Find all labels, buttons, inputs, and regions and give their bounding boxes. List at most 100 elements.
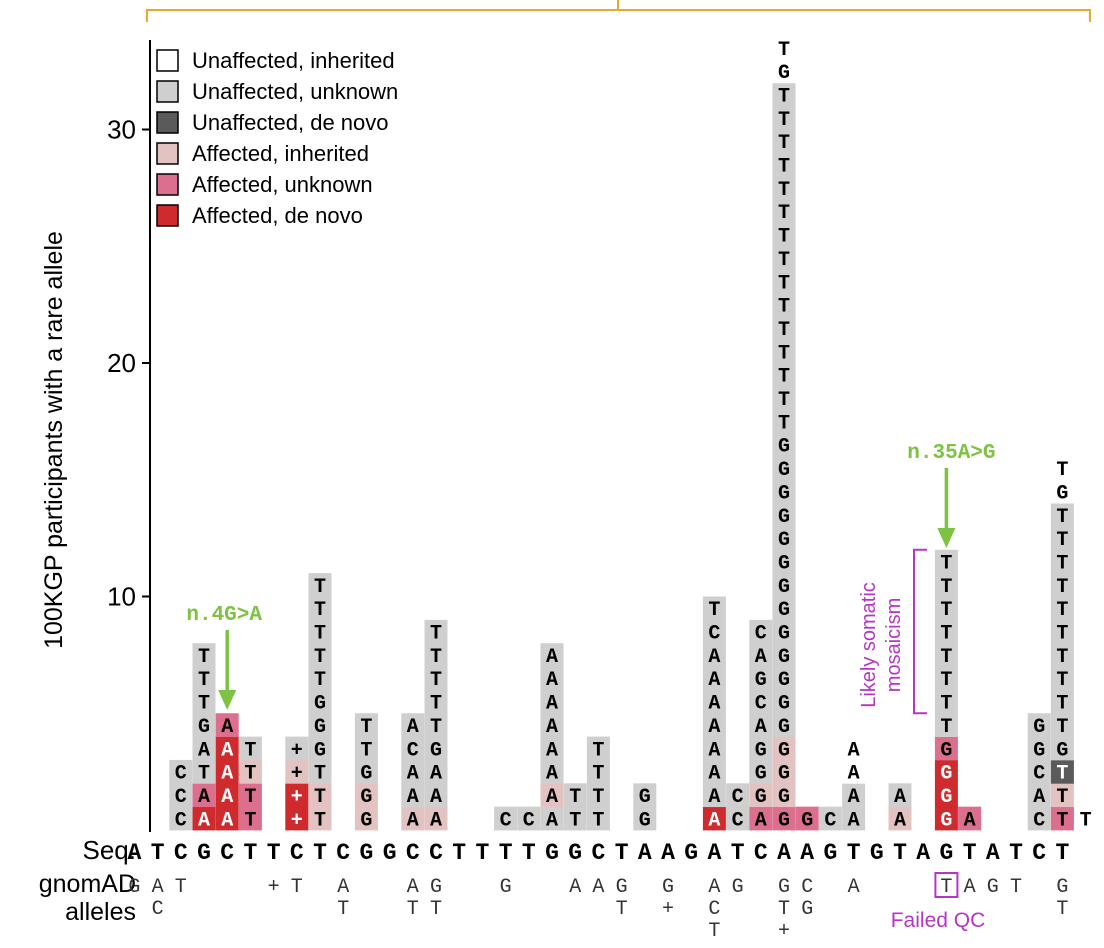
allele-letter: A: [708, 786, 720, 809]
allele-cell: [633, 806, 657, 831]
allele-letter: T: [244, 809, 256, 832]
gnomad-allele: A: [337, 876, 349, 899]
allele-cell: [772, 689, 796, 714]
allele-cell: [1050, 806, 1074, 831]
allele-cell: [1050, 456, 1074, 481]
allele-letter: T: [430, 716, 442, 739]
allele-letter: C: [708, 623, 720, 646]
allele-cell: [749, 643, 773, 667]
allele-letter: G: [778, 669, 790, 692]
allele-cell: [308, 643, 332, 667]
sequence-base: A: [986, 840, 1000, 866]
top-bracket: [146, 9, 1091, 22]
allele-cell: [772, 222, 796, 247]
allele-cell: [540, 643, 564, 667]
gnomad-allele: +: [268, 876, 280, 899]
allele-letter: G: [778, 693, 790, 716]
allele-cell: [215, 713, 239, 737]
allele-cell: [238, 806, 262, 831]
allele-letter: A: [546, 716, 558, 739]
allele-letter: T: [198, 693, 210, 716]
gnomad-allele: A: [569, 876, 581, 899]
allele-cell: [401, 783, 425, 808]
allele-letter: A: [755, 646, 767, 669]
allele-letter: T: [940, 599, 952, 622]
allele-letter: G: [360, 763, 372, 786]
allele-letter: T: [1056, 459, 1068, 482]
gnomad-allele: A: [964, 876, 976, 899]
allele-cell: [772, 666, 796, 691]
allele-letter: T: [314, 576, 326, 599]
allele-cell: [1027, 736, 1051, 761]
allele-letter: T: [940, 716, 952, 739]
mosaic-bracket: [913, 548, 927, 715]
allele-cell: [1050, 549, 1074, 574]
allele-cell: [285, 806, 309, 831]
allele-cell: [424, 689, 448, 714]
y-tick-label: 10: [107, 582, 136, 612]
allele-letter: A: [894, 786, 906, 809]
y-axis-label: 100KGP participants with a rare allele: [40, 231, 68, 649]
allele-letter: G: [430, 739, 442, 762]
sequence-base: C: [754, 840, 768, 866]
allele-cell: [772, 573, 796, 597]
allele-cell: [308, 759, 332, 784]
gnomad-allele: T: [708, 920, 720, 943]
allele-letter: +: [291, 763, 303, 786]
allele-cell: [772, 736, 796, 761]
allele-cell: [1050, 526, 1074, 551]
sequence-base: C: [429, 840, 443, 866]
allele-letter: G: [314, 739, 326, 762]
allele-letter: A: [894, 809, 906, 832]
allele-letter: A: [546, 809, 558, 832]
sequence-base: G: [568, 840, 582, 866]
allele-letter: T: [778, 179, 790, 202]
allele-cell: [192, 783, 216, 808]
sequence-base: A: [661, 840, 675, 866]
allele-cell: [354, 759, 378, 784]
allele-cell: [308, 689, 332, 714]
allele-cell: [772, 316, 796, 341]
allele-letter: T: [778, 272, 790, 295]
allele-cell: [772, 479, 796, 504]
allele-cell: [563, 806, 587, 831]
allele-cell: [772, 152, 796, 177]
sequence-base: A: [800, 840, 814, 866]
allele-cell: [238, 736, 262, 761]
allele-letter: T: [592, 786, 604, 809]
allele-cell: [772, 292, 796, 317]
allele-letter: G: [198, 716, 210, 739]
allele-letter: T: [1056, 552, 1068, 575]
legend-entry: Affected, unknown: [192, 172, 373, 197]
allele-letter: A: [964, 809, 976, 832]
allele-letter: A: [848, 786, 860, 809]
legend-entry: Affected, inherited: [192, 141, 369, 166]
allele-letter: G: [778, 646, 790, 669]
gnomad-allele: A: [848, 876, 860, 899]
allele-cell: [772, 526, 796, 551]
allele-letter: T: [244, 763, 256, 786]
gnomad-allele: G: [801, 898, 813, 921]
allele-cell: [285, 783, 309, 808]
allele-cell: [702, 713, 726, 737]
allele-cell: [586, 736, 610, 761]
allele-letter: G: [778, 739, 790, 762]
allele-letter: T: [1056, 599, 1068, 622]
allele-cell: [795, 806, 819, 831]
allele-cell: [192, 713, 216, 737]
allele-cell: [772, 36, 796, 60]
sequence-base: A: [127, 840, 141, 866]
allele-cell: [772, 106, 796, 130]
allele-cell: [702, 643, 726, 667]
allele-cell: [238, 759, 262, 784]
allele-letter: T: [778, 109, 790, 132]
allele-cell: [772, 199, 796, 224]
allele-letter: A: [1033, 786, 1045, 809]
allele-cell: [934, 619, 958, 644]
allele-cell: [772, 409, 796, 434]
allele-letter: G: [1033, 739, 1045, 762]
allele-letter: T: [778, 389, 790, 412]
allele-cell: [215, 783, 239, 808]
allele-letter: A: [546, 786, 558, 809]
allele-letter: T: [314, 763, 326, 786]
